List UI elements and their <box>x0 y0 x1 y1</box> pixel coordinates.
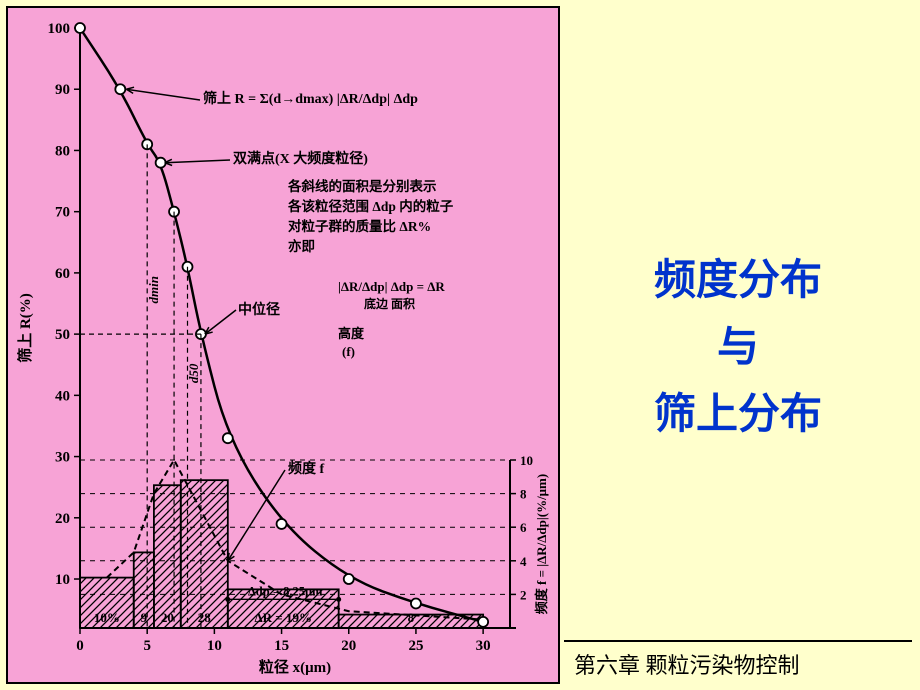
svg-text:2: 2 <box>520 587 527 602</box>
svg-text:30: 30 <box>476 638 491 654</box>
svg-text:4: 4 <box>520 554 527 569</box>
chart-svg: 0 5 10 15 20 25 30 粒径 x(μm) 10 20 30 40 50 60 70 80 90 10… <box>8 8 558 684</box>
svg-text:80: 80 <box>55 143 70 159</box>
svg-text:|ΔR/Δdp| Δdp = ΔR: |ΔR/Δdp| Δdp = ΔR <box>338 279 445 294</box>
svg-text:10: 10 <box>520 453 533 468</box>
svg-text:ΔR = 19%: ΔR = 19% <box>255 610 312 625</box>
svg-text:亦即: 亦即 <box>288 238 315 254</box>
title-line-2: 与 <box>717 325 759 371</box>
svg-text:5: 5 <box>143 638 151 654</box>
title-panel: 频度分布 与 筛上分布 <box>564 8 912 682</box>
svg-text:8: 8 <box>408 610 415 625</box>
svg-text:9: 9 <box>141 610 148 625</box>
svg-text:10: 10 <box>207 638 222 654</box>
svg-text:20: 20 <box>161 610 174 625</box>
svg-text:各斜线的面积是分别表示: 各斜线的面积是分别表示 <box>287 178 437 194</box>
svg-text:筛上 R = Σ(d→dmax) |ΔR/Δdp| Δdp: 筛上 R = Σ(d→dmax) |ΔR/Δdp| Δdp <box>203 90 418 107</box>
title-line-1: 频度分布 <box>654 258 822 304</box>
svg-text:(f): (f) <box>342 344 355 359</box>
svg-text:20: 20 <box>55 511 70 527</box>
svg-text:8: 8 <box>520 487 527 502</box>
svg-text:频度 f = |ΔR/Δdp|(%/μm): 频度 f = |ΔR/Δdp|(%/μm) <box>534 474 549 614</box>
svg-text:20: 20 <box>341 638 356 654</box>
svg-text:30: 30 <box>55 450 70 466</box>
chapter-text: 第六章 颗粒污染物控制 <box>574 653 800 678</box>
svg-text:15: 15 <box>274 638 289 654</box>
slide-title: 频度分布 与 筛上分布 <box>564 248 912 450</box>
svg-text:50: 50 <box>55 327 70 343</box>
svg-text:100: 100 <box>48 21 71 37</box>
svg-text:28: 28 <box>198 610 212 625</box>
title-line-3: 筛上分布 <box>654 392 822 438</box>
svg-text:各该粒径范围 Δdp 内的粒子: 各该粒径范围 Δdp 内的粒子 <box>287 198 454 214</box>
svg-text:Δdp = 8.25μm: Δdp = 8.25μm <box>248 585 323 599</box>
svg-text:高度: 高度 <box>338 326 365 341</box>
svg-text:d50: d50 <box>186 363 201 383</box>
svg-text:双满点(X 大频度粒径): 双满点(X 大频度粒径) <box>233 150 368 167</box>
svg-text:10%: 10% <box>94 610 120 625</box>
svg-text:70: 70 <box>55 205 70 221</box>
svg-text:对粒子群的质量比 ΔR%: 对粒子群的质量比 ΔR% <box>288 218 431 234</box>
svg-text:25: 25 <box>408 638 423 654</box>
svg-text:0: 0 <box>76 638 84 654</box>
svg-text:底边 面积: 底边 面积 <box>364 296 415 311</box>
svg-text:90: 90 <box>55 82 70 98</box>
svg-text:40: 40 <box>55 388 70 404</box>
svg-text:中位径: 中位径 <box>238 301 280 318</box>
svg-text:6: 6 <box>520 520 527 535</box>
svg-text:粒径 x(μm): 粒径 x(μm) <box>259 658 331 676</box>
svg-text:10: 10 <box>55 572 70 588</box>
svg-text:频度 f: 频度 f <box>288 460 324 477</box>
svg-text:60: 60 <box>55 266 70 282</box>
chart-panel: 0 5 10 15 20 25 30 粒径 x(μm) 10 20 30 40 50 60 70 80 90 10… <box>6 6 560 684</box>
svg-text:筛上 R(%): 筛上 R(%) <box>16 293 34 363</box>
chapter-footer: 第六章 颗粒污染物控制 <box>564 640 912 686</box>
svg-text:dmin: dmin <box>146 276 161 303</box>
